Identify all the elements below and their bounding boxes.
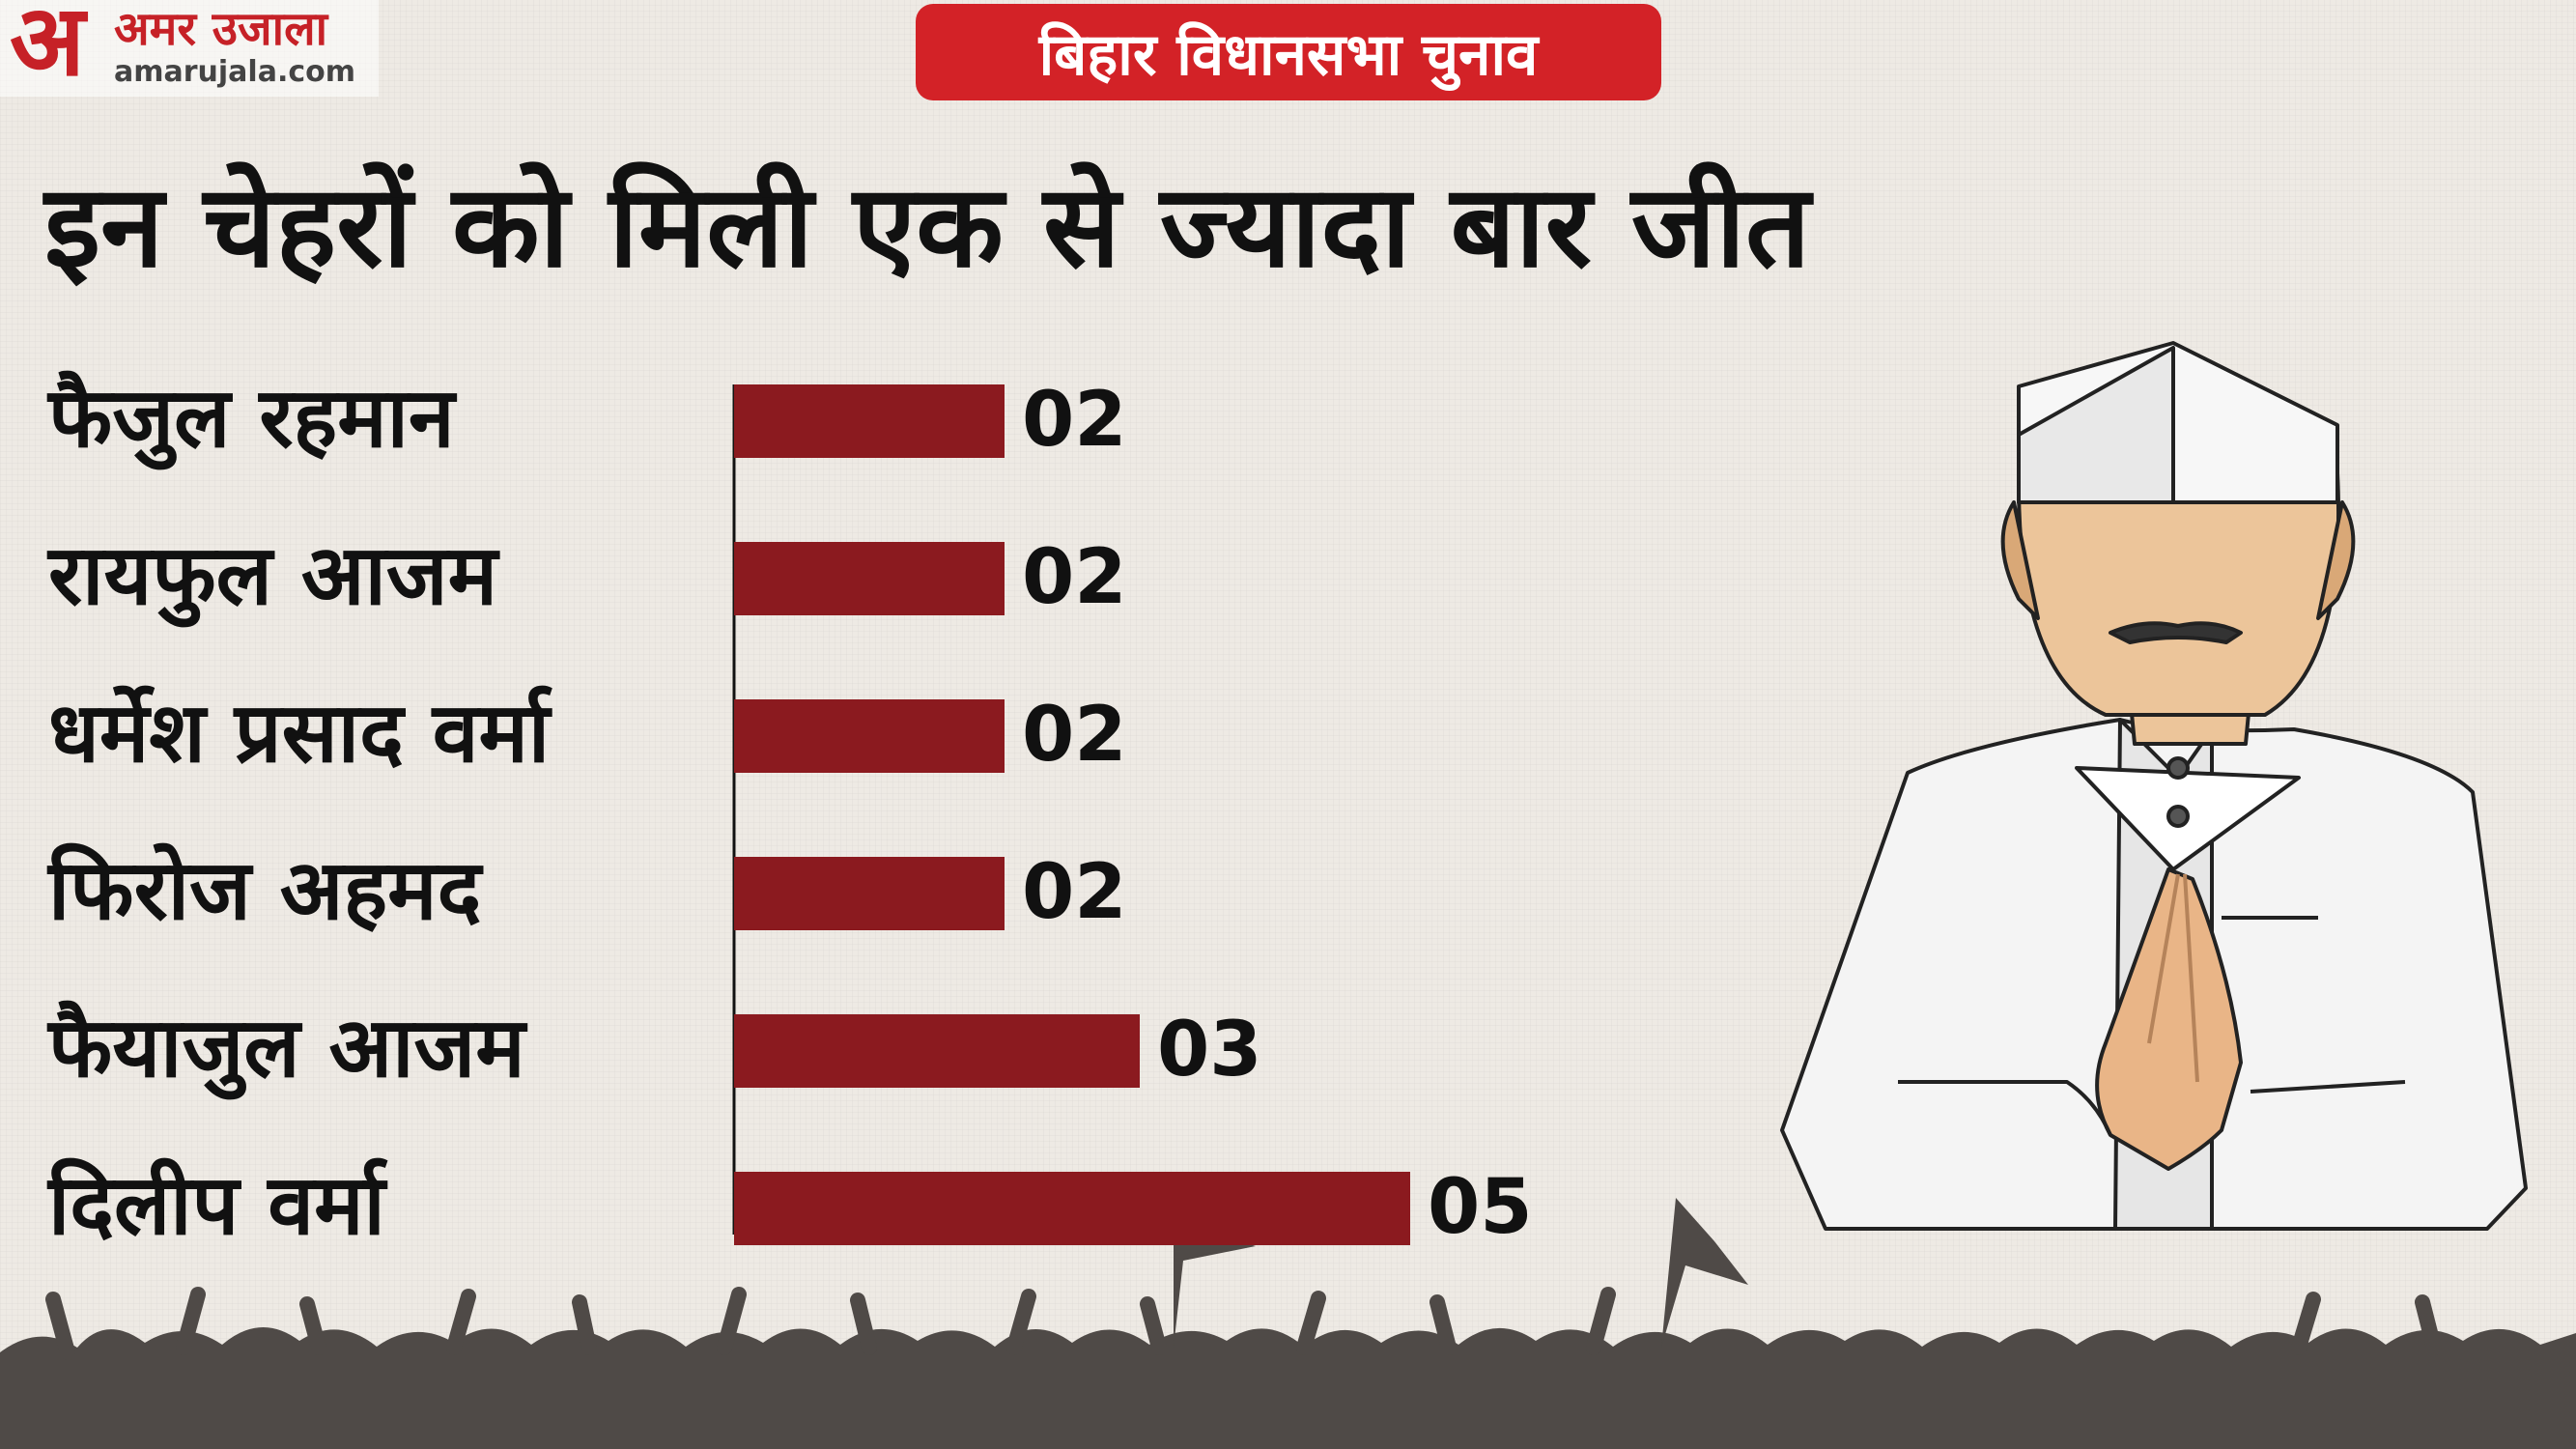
category-label: फिरोज अहमद bbox=[48, 842, 482, 939]
bar bbox=[734, 699, 1005, 773]
value-label: 05 bbox=[1428, 1164, 1533, 1251]
bar bbox=[734, 857, 1005, 930]
crowd-silhouette bbox=[0, 1198, 2576, 1449]
category-label: धर्मेश प्रसाद वर्मा bbox=[48, 685, 551, 781]
brand-mark: अ bbox=[10, 0, 85, 99]
brand-logo: अ अमर उजाला amarujala.com bbox=[0, 0, 379, 97]
bar bbox=[734, 1014, 1140, 1088]
headline: इन चेहरों को मिली एक से ज्यादा बार जीत bbox=[44, 159, 1811, 293]
value-label: 03 bbox=[1157, 1007, 1262, 1094]
bar bbox=[734, 542, 1005, 615]
category-label: रायफुल आजम bbox=[48, 527, 498, 624]
value-label: 02 bbox=[1022, 377, 1127, 464]
bar bbox=[734, 1172, 1410, 1245]
category-label: दिलीप वर्मा bbox=[48, 1157, 385, 1254]
leader-illustration bbox=[1780, 341, 2528, 1231]
topic-tag: बिहार विधानसभा चुनाव bbox=[916, 4, 1661, 100]
bar bbox=[734, 384, 1005, 458]
value-label: 02 bbox=[1022, 692, 1127, 779]
brand-url: amarujala.com bbox=[114, 55, 356, 89]
value-label: 02 bbox=[1022, 534, 1127, 621]
category-label: फैयाजुल आजम bbox=[48, 1000, 525, 1096]
brand-name: अमर उजाला bbox=[114, 2, 328, 56]
value-label: 02 bbox=[1022, 849, 1127, 936]
category-label: फैजुल रहमान bbox=[48, 370, 455, 467]
